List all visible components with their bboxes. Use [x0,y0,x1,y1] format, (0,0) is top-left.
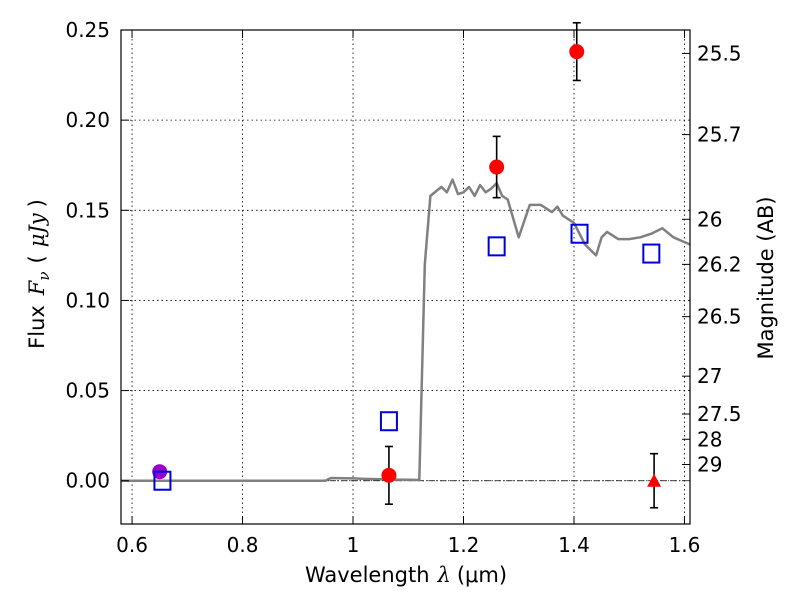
data-point-circle [381,467,397,483]
data-point-triangle [647,473,662,487]
x-tick-label: 0.6 [116,533,148,557]
x-tick-label: 1.6 [669,533,701,557]
plot-area [121,21,691,509]
right-tick-label: 26.5 [697,305,742,329]
model-point-square [487,236,506,257]
y-tick-label: 0.05 [65,379,110,403]
right-tick-label: 28 [697,427,722,451]
data-point-circle [489,159,505,175]
y-tick-label: 0.20 [65,108,110,132]
right-tick-label: 25.5 [697,41,742,65]
x-tick-label: 1.2 [448,533,480,557]
y-axis-label: FluxFν(μJy) [25,199,53,349]
right-tick-label: 26 [697,207,722,231]
model-point-square [570,223,589,244]
x-axis-label: Wavelength λ (μm) [305,563,507,587]
data-point-circle [569,44,585,60]
y-tick-label: 0.15 [65,198,110,222]
y-tick-label: 0.10 [65,288,110,312]
ticks: 0.6 0.8 1 1.2 1.4 1.6 0.00 0.05 0.10 0.15 0.20 0.25… [65,18,741,557]
right-axis-label: Magnitude (AB) [754,196,778,359]
x-tick-label: 0.8 [227,533,259,557]
model-point-square [642,243,661,264]
right-tick-label: 29 [697,453,722,477]
model-point-square [153,470,172,491]
y-tick-label: 0.25 [65,18,110,42]
model-sed-line [121,178,691,482]
right-tick-label: 25.7 [697,123,742,147]
right-tick-label: 27 [697,364,722,388]
y-tick-label: 0.00 [65,469,110,493]
right-tick-label: 27.5 [697,402,742,426]
x-tick-label: 1.4 [558,533,590,557]
plot-frame [120,29,691,525]
right-tick-label: 26.2 [697,252,742,276]
x-tick-label: 1 [347,533,360,557]
grid [121,29,690,524]
model-point-square [379,411,398,432]
